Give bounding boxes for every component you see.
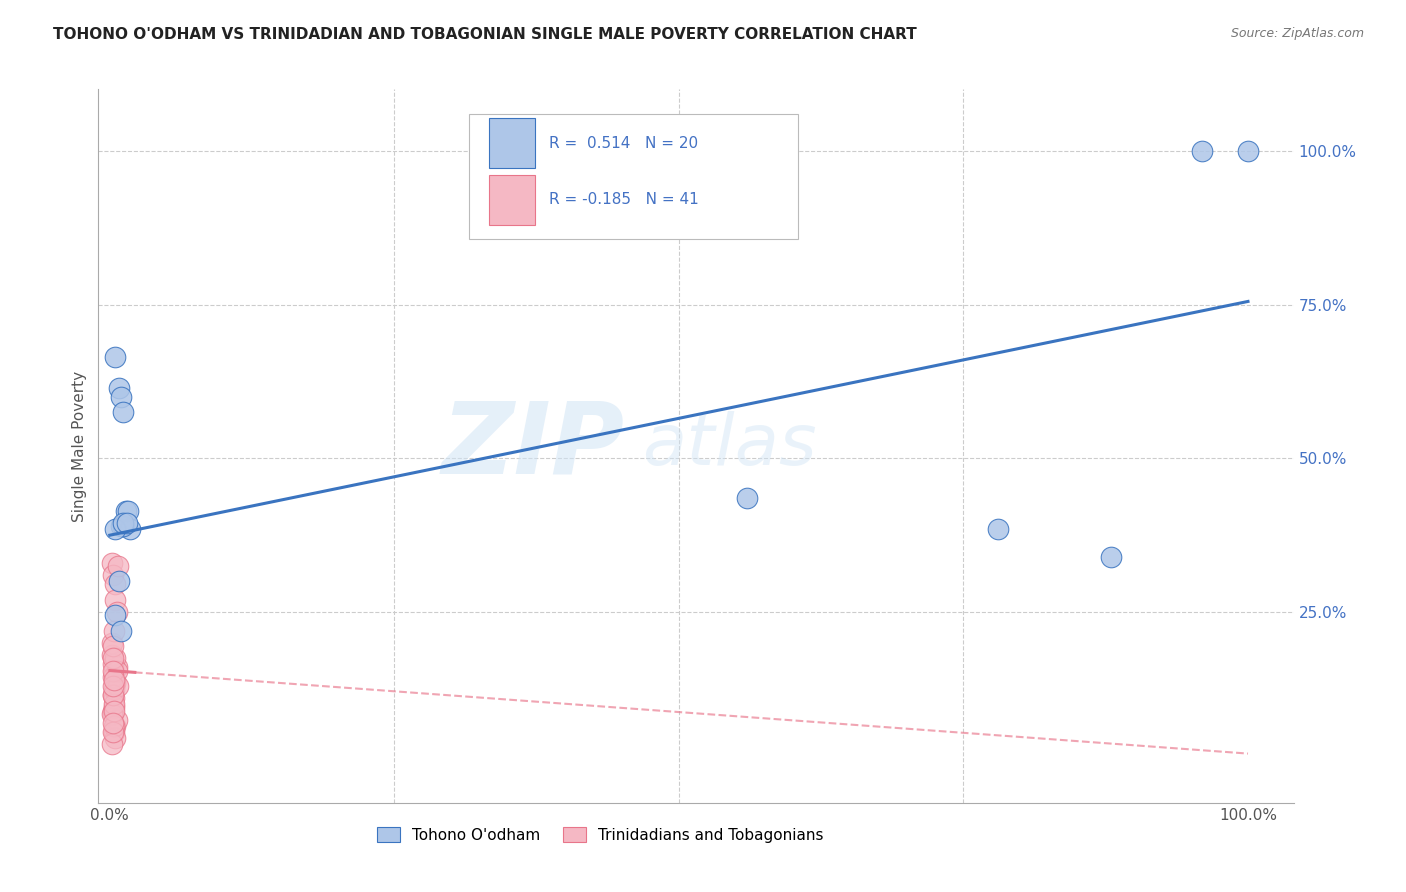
Point [103, 688, 125, 702]
Point [103, 681, 125, 696]
Point [103, 688, 125, 702]
Point [107, 679, 129, 693]
Point [112, 519, 135, 533]
Point [103, 679, 125, 693]
Point [103, 725, 125, 739]
Text: R = -0.185   N = 41: R = -0.185 N = 41 [548, 193, 699, 207]
Point [103, 651, 125, 665]
Point [103, 698, 125, 712]
Point [101, 556, 124, 570]
Point [103, 715, 125, 730]
Point [112, 405, 135, 419]
Point [112, 516, 135, 530]
Point [110, 390, 132, 404]
Point [104, 350, 127, 364]
Point [105, 713, 128, 727]
Point [104, 651, 127, 665]
Point [104, 592, 127, 607]
Point [103, 670, 125, 684]
Point [105, 605, 128, 619]
Point [110, 624, 132, 638]
Point [104, 731, 127, 746]
Point [103, 568, 125, 582]
Point [101, 706, 124, 721]
Point [104, 719, 127, 733]
Point [105, 660, 128, 674]
Point [104, 673, 127, 687]
Text: Source: ZipAtlas.com: Source: ZipAtlas.com [1230, 27, 1364, 40]
Y-axis label: Single Male Poverty: Single Male Poverty [72, 370, 87, 522]
Point [114, 503, 136, 517]
Point [117, 503, 139, 517]
Point [101, 737, 124, 751]
Point [103, 706, 125, 721]
Point [104, 577, 127, 591]
Point [103, 691, 125, 706]
Point [107, 558, 129, 573]
Point [103, 664, 125, 678]
Point [103, 624, 125, 638]
Point [1099, 549, 1122, 564]
Point [103, 639, 125, 653]
Text: TOHONO O'ODHAM VS TRINIDADIAN AND TOBAGONIAN SINGLE MALE POVERTY CORRELATION CHA: TOHONO O'ODHAM VS TRINIDADIAN AND TOBAGO… [53, 27, 917, 42]
Point [103, 700, 125, 714]
Point [103, 719, 125, 733]
Text: R =  0.514   N = 20: R = 0.514 N = 20 [548, 136, 699, 151]
Point [104, 676, 127, 690]
Point [108, 574, 131, 589]
Point [115, 516, 138, 530]
Point [735, 491, 758, 506]
Point [103, 673, 125, 687]
Point [103, 664, 125, 678]
Point [104, 608, 127, 623]
Point [1237, 144, 1260, 158]
Point [103, 704, 125, 718]
Point [105, 664, 128, 678]
Point [103, 704, 125, 718]
Text: ZIP: ZIP [441, 398, 624, 494]
Point [101, 648, 124, 662]
Legend: Tohono O'odham, Trinidadians and Tobagonians: Tohono O'odham, Trinidadians and Tobagon… [371, 821, 830, 848]
Text: atlas: atlas [643, 411, 817, 481]
Point [103, 657, 125, 672]
Point [101, 636, 124, 650]
Point [108, 380, 131, 394]
FancyBboxPatch shape [489, 118, 534, 168]
FancyBboxPatch shape [489, 175, 534, 225]
Point [987, 522, 1010, 536]
Point [120, 522, 142, 536]
Point [1191, 144, 1213, 158]
Point [103, 725, 125, 739]
FancyBboxPatch shape [470, 114, 797, 239]
Point [110, 519, 132, 533]
Point [104, 522, 127, 536]
